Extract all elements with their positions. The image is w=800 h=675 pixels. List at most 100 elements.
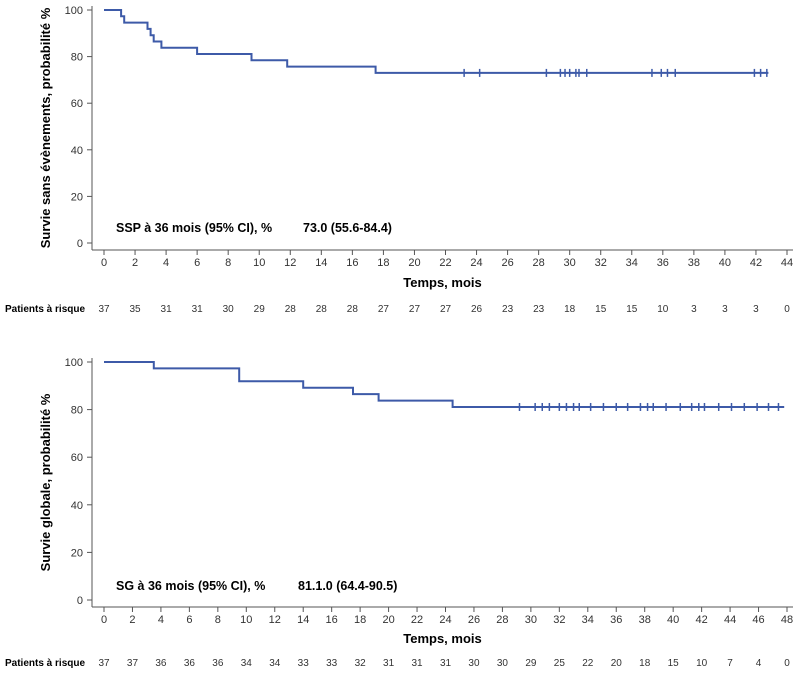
x-tick-label: 28: [496, 614, 508, 626]
x-tick-label: 36: [610, 614, 622, 626]
x-tick-label: 38: [688, 257, 700, 269]
survival-curve: [104, 361, 785, 408]
risk-count: 34: [269, 658, 281, 669]
y-tick-label: 20: [71, 191, 83, 203]
risk-count: 18: [564, 304, 576, 315]
x-tick-label: 36: [657, 257, 669, 269]
risk-count: 15: [595, 304, 607, 315]
x-tick-label: 30: [564, 257, 576, 269]
y-tick-label: 60: [71, 452, 83, 464]
x-tick-label: 2: [132, 257, 138, 269]
risk-count: 31: [161, 304, 173, 315]
x-tick-label: 4: [163, 257, 169, 269]
x-tick-label: 8: [225, 257, 231, 269]
risk-count: 0: [784, 304, 790, 315]
risk-count: 23: [533, 304, 545, 315]
risk-count: 4: [756, 658, 762, 669]
y-tick-label: 80: [71, 405, 83, 417]
risk-count: 25: [554, 658, 566, 669]
x-tick-label: 22: [411, 614, 423, 626]
risk-count: 31: [192, 304, 204, 315]
x-tick-label: 38: [639, 614, 651, 626]
x-tick-label: 30: [525, 614, 537, 626]
y-tick-label: 60: [71, 98, 83, 110]
y-tick-label: 100: [65, 5, 83, 17]
y-tick-label: 0: [77, 595, 83, 607]
risk-table-label: Patients à risque: [5, 304, 85, 315]
x-tick-label: 24: [470, 257, 482, 269]
x-tick-label: 12: [269, 614, 281, 626]
risk-count: 37: [98, 658, 110, 669]
risk-count: 23: [502, 304, 514, 315]
x-tick-label: 16: [346, 257, 358, 269]
y-tick-label: 20: [71, 547, 83, 559]
x-tick-label: 44: [781, 257, 793, 269]
risk-count: 15: [626, 304, 638, 315]
x-tick-label: 24: [439, 614, 451, 626]
x-tick-label: 0: [101, 257, 107, 269]
risk-count: 3: [722, 304, 728, 315]
annotation-label: SG à 36 mois (95% CI), %: [116, 579, 265, 593]
risk-count: 28: [316, 304, 328, 315]
risk-count: 33: [326, 658, 338, 669]
risk-count: 15: [668, 658, 680, 669]
risk-count: 36: [212, 658, 224, 669]
x-tick-label: 2: [129, 614, 135, 626]
risk-count: 35: [129, 304, 141, 315]
risk-count: 30: [497, 658, 509, 669]
y-tick-label: 40: [71, 145, 83, 157]
x-tick-label: 44: [724, 614, 736, 626]
risk-count: 29: [254, 304, 266, 315]
risk-count: 28: [285, 304, 297, 315]
x-tick-label: 18: [354, 614, 366, 626]
x-tick-label: 40: [667, 614, 679, 626]
risk-count: 3: [753, 304, 759, 315]
risk-count: 10: [696, 658, 708, 669]
annotation-label: SSP à 36 mois (95% CI), %: [116, 221, 272, 235]
x-tick-label: 26: [468, 614, 480, 626]
x-tick-label: 12: [284, 257, 296, 269]
x-tick-label: 6: [186, 614, 192, 626]
risk-count: 31: [411, 658, 423, 669]
risk-count: 29: [525, 658, 537, 669]
y-axis-title: Survie sans évènements, probabilité %: [38, 7, 53, 248]
x-tick-label: 22: [439, 257, 451, 269]
y-tick-label: 80: [71, 52, 83, 64]
risk-count: 34: [241, 658, 253, 669]
risk-count: 27: [378, 304, 390, 315]
risk-count: 10: [657, 304, 669, 315]
risk-count: 31: [440, 658, 452, 669]
x-tick-label: 28: [533, 257, 545, 269]
x-tick-label: 10: [240, 614, 252, 626]
x-tick-label: 14: [297, 614, 309, 626]
x-tick-label: 4: [158, 614, 164, 626]
x-tick-label: 20: [382, 614, 394, 626]
x-tick-label: 0: [101, 614, 107, 626]
risk-count: 0: [784, 658, 790, 669]
y-tick-label: 100: [65, 357, 83, 369]
x-tick-label: 8: [215, 614, 221, 626]
risk-count: 36: [184, 658, 196, 669]
risk-count: 30: [223, 304, 235, 315]
x-tick-label: 42: [696, 614, 708, 626]
risk-count: 37: [98, 304, 110, 315]
survival-curve: [104, 9, 769, 74]
risk-count: 7: [727, 658, 733, 669]
risk-count: 36: [155, 658, 167, 669]
risk-count: 26: [471, 304, 483, 315]
x-axis-title: Temps, mois: [403, 631, 482, 646]
risk-count: 28: [347, 304, 359, 315]
risk-count: 37: [127, 658, 139, 669]
annotation-value: 73.0 (55.6-84.4): [303, 221, 392, 235]
x-axis-title: Temps, mois: [403, 275, 482, 290]
risk-count: 18: [639, 658, 651, 669]
risk-count: 22: [582, 658, 594, 669]
risk-count: 27: [409, 304, 421, 315]
x-tick-label: 6: [194, 257, 200, 269]
x-tick-label: 42: [750, 257, 762, 269]
risk-count: 27: [440, 304, 452, 315]
risk-table-label: Patients à risque: [5, 658, 85, 669]
y-tick-label: 0: [77, 238, 83, 250]
